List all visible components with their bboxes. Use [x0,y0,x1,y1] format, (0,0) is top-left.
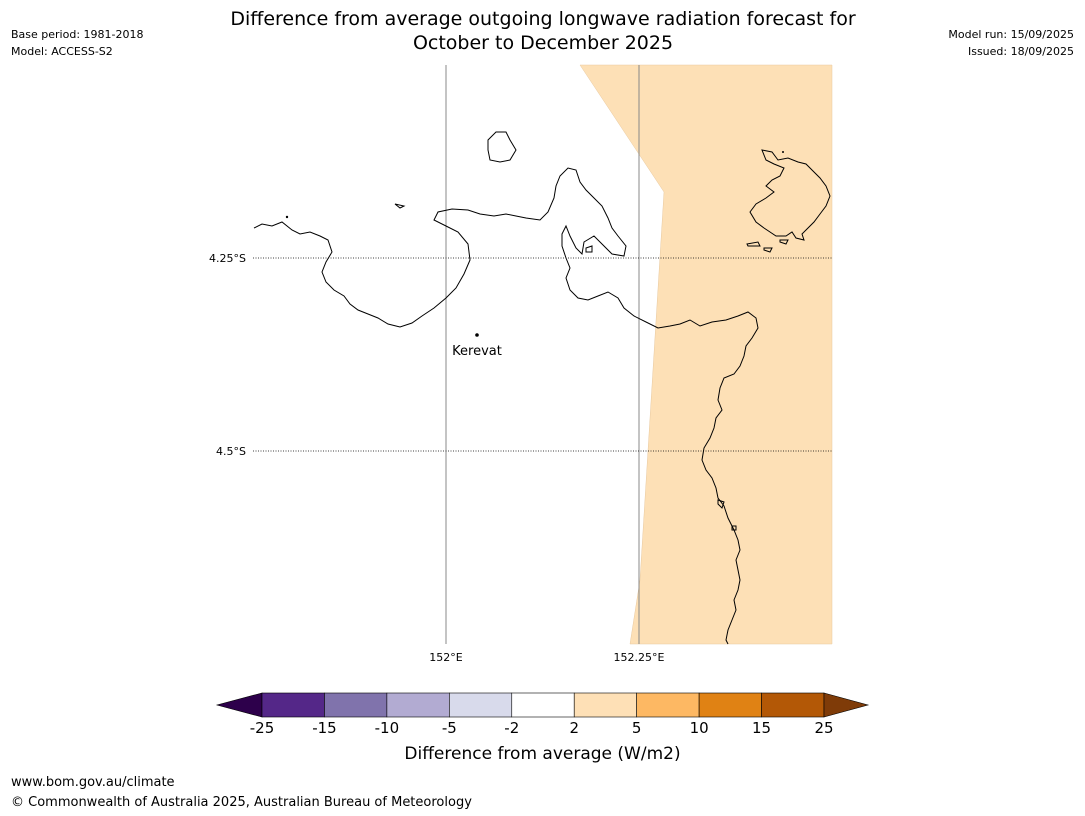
coastline-watom-island [487,131,517,163]
colorbar-bin-1 [324,692,388,718]
colorbar-tick-label: 5 [631,719,642,737]
lat-label-4-25s: 4.25°S [209,252,246,265]
colorbar-bin-5 [573,692,637,718]
anomaly-region-2-5 [579,64,833,645]
lon-label-152-25e: 152.25°E [614,651,665,664]
colorbar-tick-label: 2 [569,719,579,737]
colorbar-tick-label: 10 [689,719,709,737]
metadata-left: Base period: 1981-2018 Model: ACCESS-S2 [11,26,143,60]
coastline-duke-of-york-islands [749,149,831,241]
footer-copyright: © Commonwealth of Australia 2025, Austra… [11,795,472,810]
coastline-islet-f [717,499,725,509]
colorbar-tick-label: -10 [374,719,400,737]
colorbar-bin-0 [261,692,325,718]
colorbar-extend-low [215,692,263,718]
title-line-2: October to December 2025 [412,32,674,54]
map-panel: Kerevat 4.25°S 4.5°S 152°E 152.25°E [209,64,833,664]
coastline-islet-a [394,203,406,209]
coastline-gazelle-peninsula [253,167,759,645]
model-run: Model run: 15/09/2025 [948,28,1074,41]
coastline-islet-c [763,247,773,253]
colorbar-tick-label: 15 [752,719,772,737]
colorbar-bin-7 [698,692,762,718]
islet-dot-1 [285,215,289,219]
lon-label-152e: 152°E [429,651,462,664]
metadata-right: Model run: 15/09/2025 Issued: 18/09/2025 [948,26,1074,60]
colorbar-tick-label: -15 [312,719,337,737]
kerevat-marker [475,333,479,337]
colorbar-bin-2 [386,692,450,718]
colorbar-tick-label: 25 [814,719,834,737]
model-name: Model: ACCESS-S2 [11,45,113,58]
colorbar-bin-4 [511,692,575,718]
colorbar-bin-8 [761,692,825,718]
lat-label-4-5s: 4.5°S [216,445,246,458]
map-title: Difference from average outgoing longwav… [143,7,943,55]
kerevat-label: Kerevat [452,344,502,359]
colorbar-extend-high [823,692,870,718]
colorbar-bin-6 [636,692,700,718]
coastline-islet-g [731,525,737,531]
colorbar [215,692,870,718]
footer-url[interactable]: www.bom.gov.au/climate [11,775,175,790]
title-line-1: Difference from average outgoing longwav… [230,8,856,30]
colorbar-label: Difference from average (W/m2) [404,744,681,764]
colorbar-bin-3 [449,692,513,718]
issued-date: Issued: 18/09/2025 [967,45,1074,58]
coastline-islet-e [585,245,593,253]
colorbar-tick-label: -25 [249,719,275,737]
colorbar-tick-label: -2 [504,719,520,737]
colorbar-tick-label: -5 [441,719,457,737]
coastline-islet-d [779,239,789,245]
coastline-islet-b [746,241,761,247]
islet-dot-2 [782,151,784,153]
base-period: Base period: 1981-2018 [11,28,144,41]
